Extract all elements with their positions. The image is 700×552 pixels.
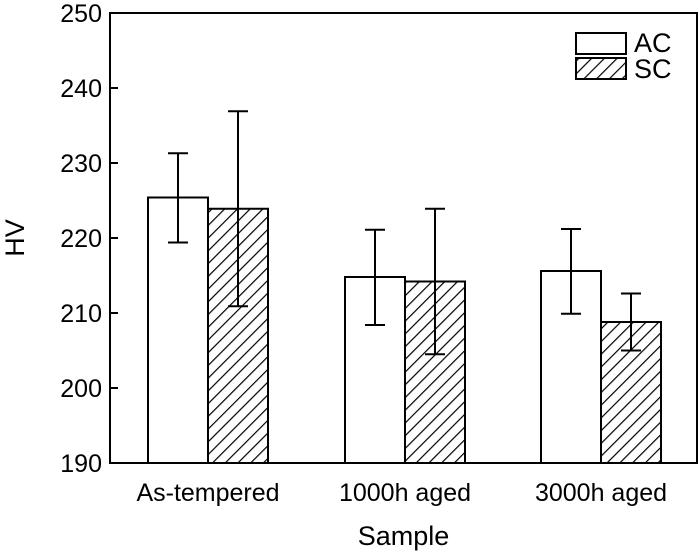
y-axis-title: HV bbox=[0, 219, 30, 257]
legend-swatch-sc bbox=[575, 57, 627, 80]
x-axis-title: Sample bbox=[358, 521, 450, 551]
legend-swatch-ac bbox=[575, 32, 627, 55]
y-axis: 190 200 210 220 230 240 250 bbox=[60, 0, 118, 478]
legend-label-sc: SC bbox=[634, 54, 672, 84]
legend-label-ac: AC bbox=[634, 28, 672, 58]
y-tick-label: 240 bbox=[60, 75, 102, 103]
error-bars-layer bbox=[168, 110, 641, 356]
x-tick-label: 3000h aged bbox=[535, 479, 667, 507]
y-tick-label: 190 bbox=[60, 450, 102, 478]
bars-layer bbox=[147, 196, 662, 464]
y-tick-label: 230 bbox=[60, 150, 102, 178]
bar-sc-1 bbox=[404, 280, 466, 464]
y-tick-label: 210 bbox=[60, 300, 102, 328]
x-axis: As-tempered 1000h aged 3000h aged bbox=[136, 455, 667, 507]
x-tick-label: 1000h aged bbox=[339, 479, 471, 507]
legend: AC SC bbox=[575, 28, 672, 84]
y-tick-label: 200 bbox=[60, 375, 102, 403]
x-tick-label: As-tempered bbox=[136, 479, 279, 507]
y-tick-label: 220 bbox=[60, 225, 102, 253]
y-tick-label: 250 bbox=[60, 0, 102, 28]
